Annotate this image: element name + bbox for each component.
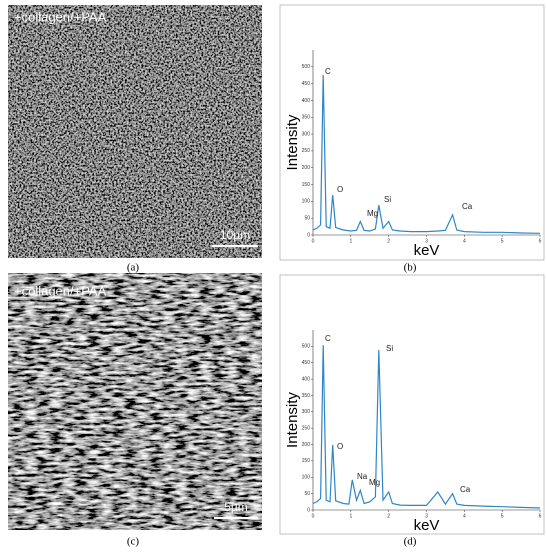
y-tick-label: 350 [302, 393, 311, 399]
y-tick-label: 200 [302, 165, 311, 171]
peak-label: C [325, 67, 331, 76]
peak-label: Na [357, 472, 368, 481]
x-tick-label: 1 [349, 238, 352, 244]
x-axis-label: keV [414, 242, 440, 259]
x-tick-label: 3 [425, 238, 428, 244]
chart-frame [279, 4, 545, 261]
panel-caption: (a) [127, 262, 140, 274]
panel-caption: (c) [127, 536, 140, 548]
spectrum-line [312, 345, 541, 509]
x-tick-label: 5 [501, 513, 504, 519]
y-tick-label: 150 [302, 458, 311, 464]
y-tick-label: 100 [302, 475, 311, 481]
x-tick-label: 5 [501, 238, 504, 244]
x-tick-label: 2 [387, 238, 390, 244]
y-tick-label: 150 [302, 182, 311, 188]
y-tick-label: 450 [302, 81, 311, 87]
y-tick-label: 450 [302, 360, 311, 366]
peak-label: Ca [460, 485, 471, 494]
y-tick-label: 50 [304, 216, 310, 222]
x-tick-label: 0 [312, 513, 315, 519]
scale-bar-label: 10µm [220, 228, 250, 242]
panel-caption: (b) [404, 262, 417, 274]
peak-label: Si [384, 195, 391, 204]
x-tick-label: 4 [463, 513, 466, 519]
y-tick-label: 400 [302, 376, 311, 382]
x-tick-label: 6 [539, 513, 542, 519]
sem-texture [8, 5, 262, 258]
x-tick-label: 6 [539, 238, 542, 244]
x-tick-label: 2 [387, 513, 390, 519]
y-tick-label: 200 [302, 442, 311, 448]
panel-caption: (d) [404, 536, 417, 548]
sample-label: +collagen/+PAA [14, 283, 107, 298]
y-tick-label: 50 [304, 491, 310, 497]
peak-label: Mg [367, 209, 378, 218]
peak-label: Si [386, 344, 393, 353]
peak-label: Mg [369, 478, 380, 487]
y-axis-label: Intensity [284, 114, 301, 170]
peak-label: O [337, 442, 343, 451]
y-tick-label: 0 [307, 232, 310, 238]
sem-texture [8, 273, 262, 530]
peak-label: Ca [462, 202, 473, 211]
sample-label: +collagen/+PAA [14, 9, 107, 24]
peak-label: O [337, 185, 343, 194]
x-tick-label: 1 [349, 513, 352, 519]
y-tick-label: 400 [302, 98, 311, 104]
y-tick-label: 500 [302, 344, 311, 350]
y-tick-label: 250 [302, 426, 311, 432]
x-axis-label: keV [414, 517, 440, 534]
peak-label: C [325, 334, 331, 343]
spectrum-line [312, 74, 541, 234]
y-tick-label: 350 [302, 115, 311, 121]
y-tick-label: 250 [302, 148, 311, 154]
y-axis-label: Intensity [284, 392, 301, 448]
scale-bar-label: 5µm [224, 500, 248, 514]
x-tick-label: 0 [312, 238, 315, 244]
y-tick-label: 300 [302, 131, 311, 137]
x-tick-label: 4 [463, 238, 466, 244]
chart-frame [279, 274, 545, 535]
y-tick-label: 500 [302, 64, 311, 70]
y-tick-label: 0 [307, 507, 310, 513]
x-tick-label: 3 [425, 513, 428, 519]
y-tick-label: 300 [302, 409, 311, 415]
y-tick-label: 100 [302, 199, 311, 205]
